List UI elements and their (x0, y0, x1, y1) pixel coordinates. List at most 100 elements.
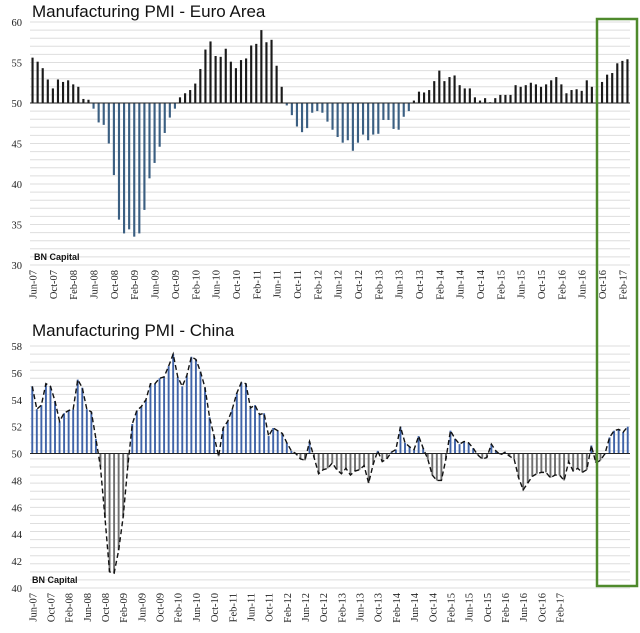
china-bar (535, 453, 538, 474)
china-bar (58, 421, 61, 454)
china-bar (508, 453, 511, 457)
euro-bar (585, 80, 588, 103)
china-xtick-label: Oct-07 (46, 593, 57, 622)
euro-xtick-label: Jun-10 (212, 270, 223, 299)
china-bar (122, 453, 125, 517)
china-bar (244, 383, 247, 454)
euro-ytick-label: 50 (12, 99, 23, 110)
china-bar (335, 453, 338, 470)
euro-bar (306, 103, 309, 129)
euro-xtick-label: Feb-08 (69, 270, 80, 300)
china-bar (326, 453, 329, 469)
china-bar (354, 453, 356, 472)
euro-bar (387, 103, 390, 121)
euro-bar (560, 84, 563, 103)
china-bar (363, 453, 366, 466)
china-bar (181, 386, 184, 454)
china-bar (599, 453, 602, 461)
euro-bar (565, 93, 568, 103)
euro-xtick-label: Jun-13 (395, 270, 406, 299)
china-bar (581, 453, 584, 473)
china-bar (608, 437, 611, 454)
euro-bar (285, 103, 288, 106)
china-bar (104, 453, 106, 519)
euro-bar (402, 103, 405, 117)
china-xtick-label: Oct-16 (537, 593, 548, 622)
euro-bar (361, 103, 365, 135)
euro-bar (275, 65, 278, 103)
euro-bar (31, 57, 34, 103)
euro-bar (265, 42, 268, 103)
euro-ytick-label: 60 (12, 18, 23, 29)
euro-xtick-label: Jun-08 (90, 270, 101, 299)
euro-bar (550, 80, 553, 103)
china-bar (108, 453, 111, 572)
euro-bar (102, 103, 105, 125)
china-bar (372, 453, 375, 465)
euro-xtick-label: Jun-16 (578, 270, 589, 299)
china-ytick-label: 50 (12, 450, 23, 461)
euro-ytick-label: 35 (12, 221, 23, 232)
euro-bar (524, 85, 527, 103)
china-bar (617, 429, 620, 454)
china-bar (72, 409, 75, 454)
china-bar (144, 399, 147, 454)
china-bar (235, 393, 238, 454)
euro-bar (178, 97, 182, 103)
euro-bar (473, 97, 476, 103)
china-xtick-label: Jun-13 (356, 593, 367, 622)
china-xtick-label: Feb-08 (65, 593, 76, 623)
china-bar (381, 453, 384, 462)
euro-bar (575, 89, 578, 103)
euro-bar (621, 60, 624, 103)
china-bar (190, 356, 193, 454)
china-bar (358, 453, 361, 470)
china-bar (531, 453, 534, 477)
euro-bar (626, 59, 629, 103)
china-bar (135, 410, 138, 454)
china-bar (167, 366, 170, 454)
china-bar (35, 409, 38, 454)
china-bar (231, 409, 234, 454)
china-bar (85, 409, 88, 454)
euro-bar (72, 84, 75, 103)
euro-bar (341, 103, 344, 143)
euro-bar (112, 103, 115, 176)
euro-bar (458, 85, 461, 103)
euro-bar (514, 85, 517, 103)
china-bar (213, 436, 216, 454)
euro-bar (224, 48, 227, 103)
china-ytick-label: 48 (12, 476, 23, 487)
euro-bar (82, 98, 85, 103)
euro-bar (143, 103, 146, 210)
china-bar (567, 453, 570, 462)
euro-xtick-label: Jun-15 (517, 270, 528, 299)
china-bar (163, 376, 166, 454)
euro-bar (290, 103, 293, 116)
euro-bar (407, 103, 410, 112)
euro-xtick-label: Feb-17 (618, 270, 629, 300)
china-gridlines (30, 345, 630, 589)
euro-xtick-label: Oct-13 (415, 270, 426, 299)
china-bar (408, 446, 411, 454)
euro-bar (316, 103, 319, 112)
china-xtick-label: Jun-09 (137, 593, 148, 622)
china-bar (340, 453, 343, 474)
euro-xtick-label: Feb-09 (130, 270, 141, 300)
euro-bar (51, 88, 54, 103)
china-xtick-label: Feb-16 (501, 593, 512, 623)
china-ytick-label: 58 (12, 342, 23, 353)
euro-bar (412, 100, 415, 103)
china-bar (513, 453, 516, 459)
china-bar (226, 421, 229, 454)
euro-xtick-label: Oct-12 (354, 270, 365, 299)
euro-bar (46, 79, 49, 103)
euro-bar (189, 90, 192, 103)
china-bar (367, 453, 370, 484)
china-xtick-label: Oct-13 (374, 593, 385, 622)
china-bar (399, 426, 402, 454)
euro-xtick-label: Feb-13 (374, 270, 385, 300)
china-ytick-label: 56 (12, 369, 23, 380)
china-bar (258, 414, 261, 454)
china-xtick-label: Jun-08 (83, 593, 94, 622)
